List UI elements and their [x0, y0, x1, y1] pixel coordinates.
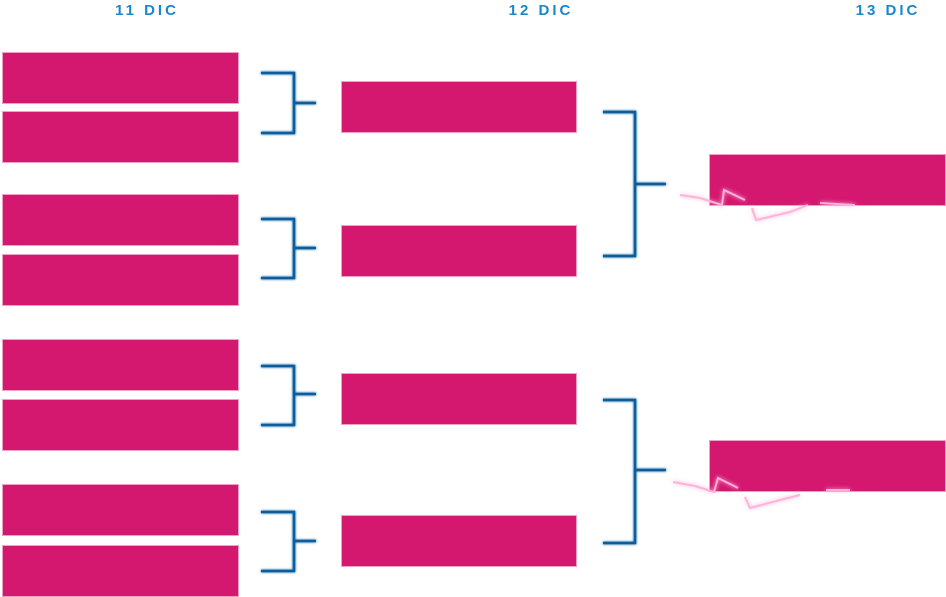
connector-r2-2: [603, 398, 666, 545]
match-slot-r2-1[interactable]: [341, 81, 577, 133]
match-slot-r1-5[interactable]: [2, 339, 239, 391]
match-slot-r3-1[interactable]: [709, 154, 946, 206]
match-slot-r1-4[interactable]: [2, 254, 239, 306]
match-slot-r1-8[interactable]: [2, 545, 239, 597]
match-slot-r1-7[interactable]: [2, 484, 239, 536]
match-slot-r1-3[interactable]: [2, 194, 239, 246]
match-slot-r2-2[interactable]: [341, 225, 577, 277]
connector-r1-2: [261, 217, 316, 280]
match-slot-r1-2[interactable]: [2, 111, 239, 163]
match-slot-r1-6[interactable]: [2, 399, 239, 451]
round-label-2: 12 DIC: [508, 2, 574, 19]
match-slot-r1-1[interactable]: [2, 52, 239, 104]
connector-r1-4: [261, 510, 316, 573]
connector-r1-1: [261, 71, 316, 135]
round-label-1: 11 DIC: [115, 2, 179, 19]
match-slot-r2-4[interactable]: [341, 515, 577, 567]
match-slot-r3-2[interactable]: [709, 440, 946, 492]
round-label-3: 13 DIC: [855, 2, 921, 19]
connector-r2-1: [603, 110, 666, 258]
connector-r1-3: [261, 364, 316, 427]
match-slot-r2-3[interactable]: [341, 373, 577, 425]
